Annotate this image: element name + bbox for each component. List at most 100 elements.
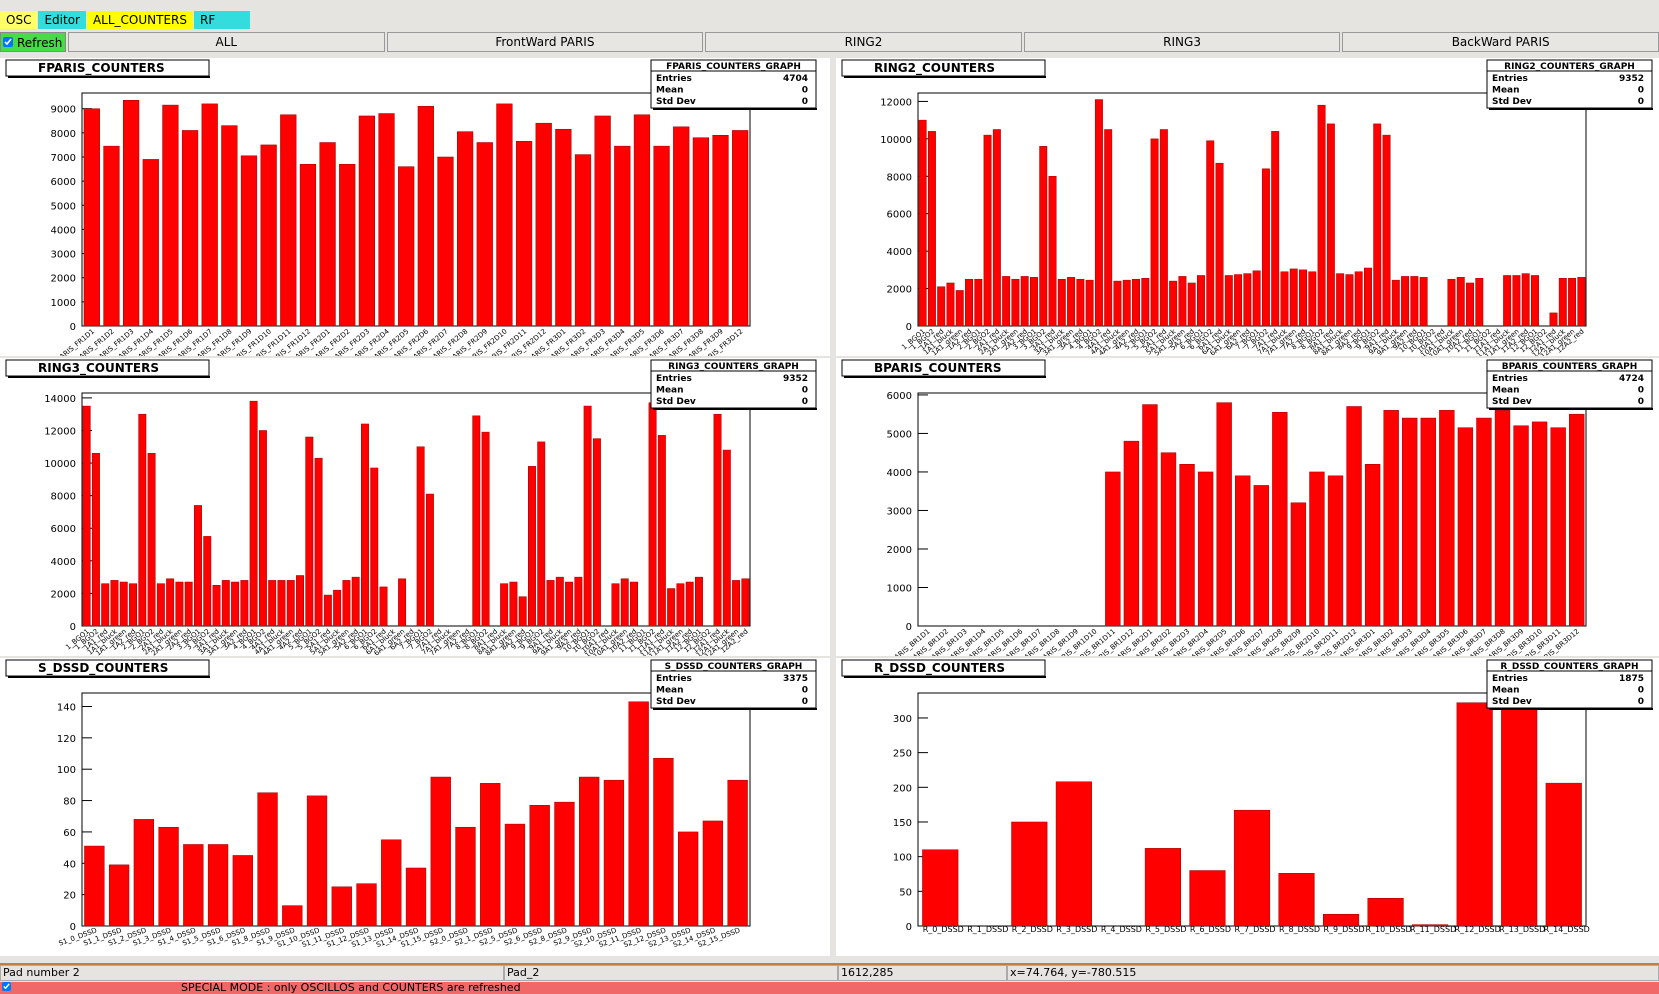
bar xyxy=(339,163,356,327)
y-tick-label: 0 xyxy=(70,322,76,333)
pad[interactable]: 020004000600080001000012000140001_BGO11_… xyxy=(0,358,830,656)
bar xyxy=(1085,279,1094,327)
stats-value: 0 xyxy=(802,386,808,396)
y-tick-label: 4000 xyxy=(51,557,76,568)
button[interactable]: RING3 xyxy=(1023,32,1341,52)
pad[interactable]: 0 50 100 150 200 250 300 R_0_DSSD R_1_DSSD R_2_DS… xyxy=(836,658,1659,956)
y-tick-label: 80 xyxy=(63,797,76,808)
bar xyxy=(1020,276,1029,327)
y-tick-label: 10000 xyxy=(880,135,912,146)
button[interactable]: BackWard PARIS xyxy=(1342,32,1659,52)
button[interactable]: RING2 xyxy=(705,32,1022,52)
bar xyxy=(937,286,946,327)
bar xyxy=(983,134,992,327)
checkbox[interactable] xyxy=(3,37,13,47)
bar xyxy=(1439,410,1455,627)
stats-label: Entries xyxy=(656,74,692,84)
pad[interactable]: 020406080100120140S1_0_DSSDS1_1_DSSDS1_2… xyxy=(0,658,830,956)
checkbox[interactable] xyxy=(2,982,11,991)
bar xyxy=(175,581,184,627)
y-tick-label: 300 xyxy=(893,714,912,725)
bar xyxy=(299,163,317,327)
bar xyxy=(1501,702,1538,927)
bar xyxy=(1039,146,1048,327)
pad[interactable]: 0100020003000400050006000700080009000PAR… xyxy=(0,58,830,356)
bar xyxy=(1299,269,1307,327)
pad[interactable]: 0200040006000800010000120001_BGO11_BGO21… xyxy=(836,58,1659,356)
bar xyxy=(555,576,564,627)
bar xyxy=(515,141,533,327)
button[interactable]: FrontWard PARIS xyxy=(386,32,704,52)
stats-value: 1875 xyxy=(1619,674,1644,684)
bar xyxy=(1189,870,1226,927)
bar xyxy=(455,826,476,927)
bar xyxy=(1122,279,1131,327)
bar xyxy=(156,583,165,627)
stats-value: 9352 xyxy=(1619,74,1644,84)
pad-title: S_DSSD_COUNTERS xyxy=(38,661,168,676)
bar xyxy=(1224,275,1233,327)
bar xyxy=(1354,271,1363,327)
bar xyxy=(249,400,258,627)
status-field: Pad_2 xyxy=(504,965,838,981)
tab[interactable]: OSC xyxy=(0,11,38,29)
bar xyxy=(82,405,91,627)
button[interactable]: ALL xyxy=(68,32,385,52)
bar xyxy=(574,576,583,627)
bar xyxy=(437,156,454,327)
bar xyxy=(480,783,501,927)
bar xyxy=(648,402,657,627)
bar xyxy=(221,580,230,627)
bar xyxy=(712,135,729,327)
bar xyxy=(1076,278,1085,327)
y-tick-label: 14000 xyxy=(44,394,76,405)
x-tick-label: R_1_DSSD xyxy=(967,925,1008,934)
bar xyxy=(416,446,425,627)
y-tick-label: 100 xyxy=(57,765,76,776)
bar xyxy=(1367,898,1404,927)
bar xyxy=(1410,276,1419,327)
bar xyxy=(319,142,336,327)
bar xyxy=(268,580,277,627)
bar xyxy=(1456,277,1465,327)
bar xyxy=(1234,274,1243,327)
footer: SPECIAL MODE : only OSCILLOS and COUNTER… xyxy=(0,982,1659,994)
bar xyxy=(1545,782,1582,927)
bar xyxy=(565,581,574,627)
tab[interactable]: ALL_COUNTERS xyxy=(86,11,193,29)
bar xyxy=(1531,275,1539,327)
y-tick-label: 6000 xyxy=(887,391,912,402)
tab[interactable]: Editor xyxy=(38,11,86,29)
bar xyxy=(1494,410,1511,627)
tab[interactable]: RF xyxy=(194,11,250,29)
x-tick-label: R_2_DSSD xyxy=(1012,925,1053,934)
bar xyxy=(614,145,631,327)
pad-title: RING2_COUNTERS xyxy=(874,61,995,76)
bar xyxy=(1206,140,1215,327)
pad[interactable]: 0100020003000400050006000PARIS_BR1D1PARI… xyxy=(836,358,1659,656)
bar xyxy=(457,131,474,327)
bar xyxy=(162,104,179,327)
x-tick-label: R_12_DSSD xyxy=(1455,925,1501,934)
tab-bar: OSC Editor ALL_COUNTERS RF xyxy=(0,11,251,29)
bar xyxy=(138,413,147,627)
bar xyxy=(314,457,323,627)
y-tick-label: 5000 xyxy=(887,429,912,440)
bar xyxy=(260,144,277,327)
button-row: Refresh ALL FrontWard PARIS RING2 RING3 … xyxy=(0,32,1659,52)
bar xyxy=(1067,277,1076,327)
bar xyxy=(280,114,297,327)
bar xyxy=(1197,471,1214,627)
stats-label: Std Dev xyxy=(1492,697,1532,707)
bar xyxy=(535,122,552,327)
bar xyxy=(695,576,703,627)
stats-label: Std Dev xyxy=(1492,97,1532,107)
stats-box xyxy=(650,659,817,709)
bar xyxy=(108,864,130,927)
refresh-toggle[interactable]: Refresh xyxy=(0,32,66,52)
stats-value: 0 xyxy=(1638,97,1644,107)
bar xyxy=(574,154,592,327)
bar xyxy=(628,701,649,927)
bar xyxy=(667,588,676,627)
stats-label: Mean xyxy=(656,386,684,396)
